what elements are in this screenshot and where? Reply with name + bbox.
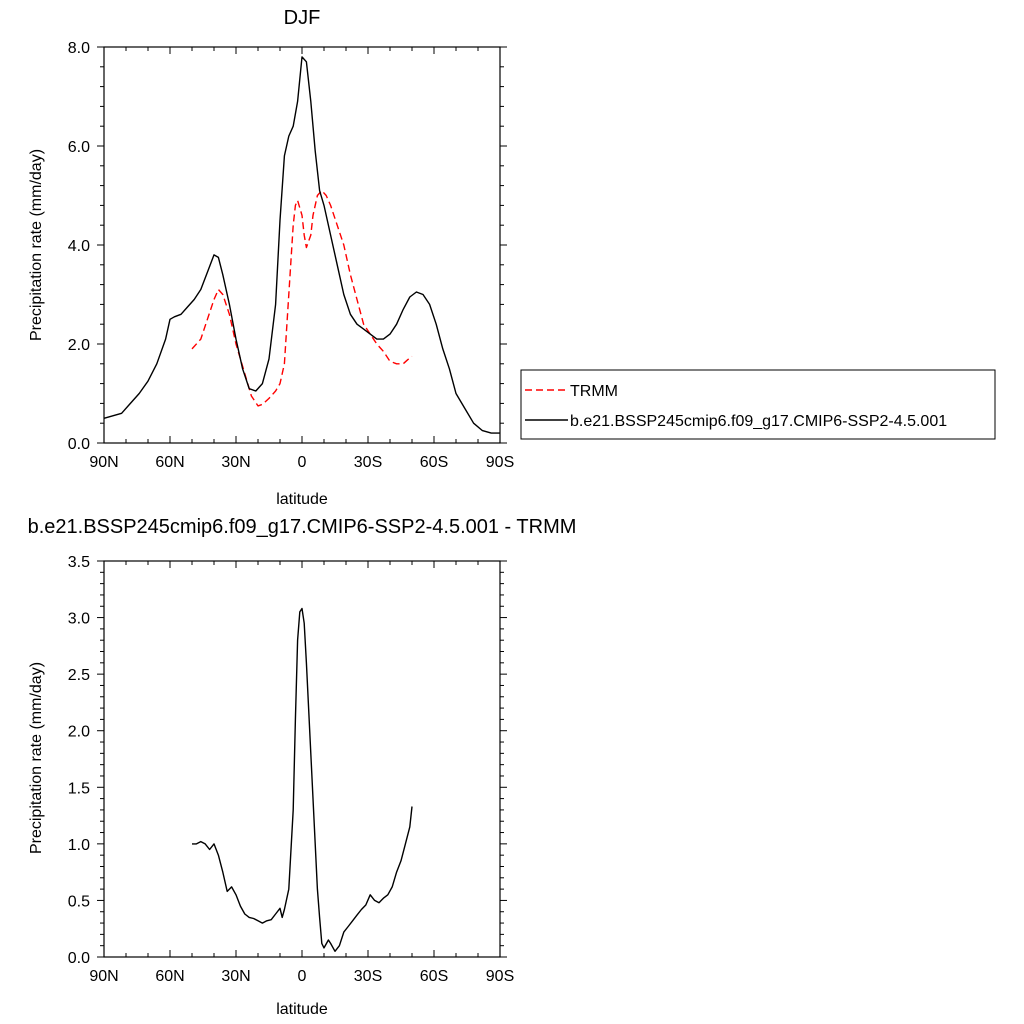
djf-panel: DJF 90N 60N 30N 0 30S 60S 90S 0.0 2.0 4.0 6.0 8.0 l… bbox=[28, 7, 514, 508]
x-axis-label: latitude bbox=[276, 491, 328, 508]
x-tick-label: 30S bbox=[354, 454, 382, 471]
y-tick-label: 3.5 bbox=[68, 554, 90, 571]
model-series-line bbox=[103, 56, 500, 434]
x-tick-label: 60S bbox=[420, 454, 448, 471]
y-tick-label: 0.0 bbox=[68, 950, 90, 967]
y-tick-label: 3.0 bbox=[68, 611, 90, 628]
plot-area: 90N 60N 30N 0 30S 60S 90S 0.0 0.5 1.0 1.5 2.0 2.5 3.0… bbox=[68, 554, 514, 985]
model-series-line bbox=[192, 607, 413, 952]
legend-label-trmm: TRMM bbox=[570, 383, 618, 400]
x-tick-label: 90N bbox=[89, 968, 118, 985]
x-axis-label: latitude bbox=[276, 1001, 328, 1018]
y-axis-label: Precipitation rate (mm/day) bbox=[28, 149, 45, 341]
x-tick-label: 30N bbox=[221, 968, 250, 985]
trmm-series-line bbox=[191, 189, 413, 407]
x-tick-label: 0 bbox=[298, 454, 307, 471]
y-axis-label: Precipitation rate (mm/day) bbox=[28, 662, 45, 854]
plot-frame bbox=[103, 560, 501, 958]
x-tick-label: 90S bbox=[486, 968, 514, 985]
plot-area: 90N 60N 30N 0 30S 60S 90S 0.0 2.0 4.0 6.0 8.0 bbox=[68, 40, 514, 471]
difference-panel: b.e21.BSSP245cmip6.f09_g17.CMIP6-SSP2-4.… bbox=[28, 516, 577, 1018]
x-tick-label: 30N bbox=[221, 454, 250, 471]
y-tick-label: 1.0 bbox=[68, 837, 90, 854]
x-tick-label: 60S bbox=[420, 968, 448, 985]
y-tick-label: 1.5 bbox=[68, 780, 90, 797]
x-tick-label: 30S bbox=[354, 968, 382, 985]
x-tick-label: 90N bbox=[89, 454, 118, 471]
plot-frame bbox=[103, 46, 501, 444]
y-tick-label: 0.0 bbox=[68, 436, 90, 453]
x-tick-label: 60N bbox=[155, 968, 184, 985]
y-tick-label: 2.0 bbox=[68, 337, 90, 354]
y-tick-label: 2.5 bbox=[68, 667, 90, 684]
y-tick-label: 0.5 bbox=[68, 893, 90, 910]
panel-title: DJF bbox=[284, 7, 321, 29]
y-tick-label: 8.0 bbox=[68, 40, 90, 57]
x-tick-label: 90S bbox=[486, 454, 514, 471]
y-tick-label: 6.0 bbox=[68, 139, 90, 156]
legend-label-model: b.e21.BSSP245cmip6.f09_g17.CMIP6-SSP2-4.… bbox=[570, 413, 947, 430]
x-tick-label: 0 bbox=[298, 968, 307, 985]
legend: TRMM b.e21.BSSP245cmip6.f09_g17.CMIP6-SS… bbox=[520, 369, 996, 440]
y-tick-label: 4.0 bbox=[68, 238, 90, 255]
panel-title: b.e21.BSSP245cmip6.f09_g17.CMIP6-SSP2-4.… bbox=[28, 516, 577, 538]
legend-box bbox=[520, 369, 996, 440]
y-tick-label: 2.0 bbox=[68, 724, 90, 741]
x-tick-label: 60N bbox=[155, 454, 184, 471]
